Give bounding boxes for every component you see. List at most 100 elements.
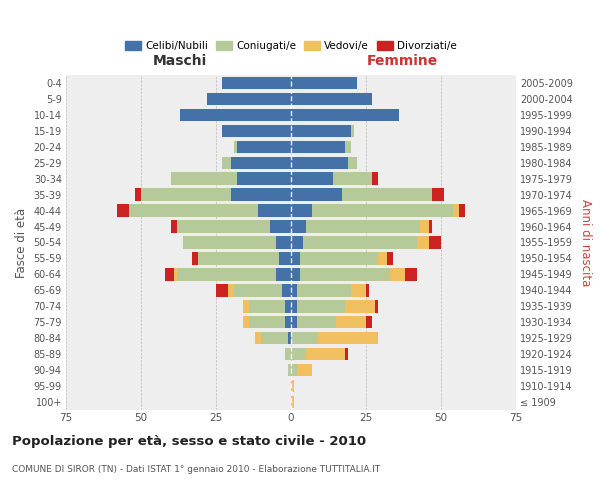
Bar: [405, 268, 417, 280]
Bar: [291, 236, 303, 248]
Text: Popolazione per età, sesso e stato civile - 2010: Popolazione per età, sesso e stato civil…: [12, 435, 366, 448]
Bar: [222, 156, 231, 169]
Bar: [432, 188, 444, 201]
Bar: [312, 204, 453, 217]
Bar: [255, 332, 261, 344]
Bar: [429, 236, 441, 248]
Bar: [231, 188, 291, 201]
Bar: [276, 236, 291, 248]
Bar: [291, 380, 294, 392]
Bar: [270, 220, 291, 233]
Bar: [291, 284, 297, 296]
Bar: [318, 332, 378, 344]
Bar: [288, 364, 291, 376]
Bar: [291, 348, 306, 360]
Bar: [135, 188, 141, 201]
Y-axis label: Anni di nascita: Anni di nascita: [580, 199, 592, 286]
Text: Femmine: Femmine: [367, 54, 437, 68]
Bar: [453, 204, 459, 217]
Bar: [351, 284, 366, 296]
Bar: [117, 204, 129, 217]
Bar: [297, 316, 336, 328]
Bar: [291, 172, 333, 185]
Bar: [243, 300, 249, 312]
Bar: [291, 204, 312, 217]
Bar: [291, 220, 306, 233]
Bar: [291, 108, 399, 121]
Bar: [249, 316, 285, 328]
Bar: [291, 156, 348, 169]
Bar: [390, 268, 405, 280]
Bar: [291, 124, 351, 137]
Bar: [345, 348, 348, 360]
Bar: [282, 284, 291, 296]
Bar: [291, 92, 372, 105]
Bar: [291, 252, 300, 264]
Bar: [261, 332, 288, 344]
Bar: [291, 268, 300, 280]
Bar: [165, 268, 174, 280]
Bar: [276, 268, 291, 280]
Bar: [228, 284, 234, 296]
Bar: [291, 396, 294, 408]
Bar: [171, 220, 177, 233]
Bar: [345, 300, 375, 312]
Bar: [237, 140, 291, 153]
Bar: [180, 108, 291, 121]
Bar: [366, 316, 372, 328]
Bar: [300, 252, 378, 264]
Bar: [234, 140, 237, 153]
Bar: [207, 92, 291, 105]
Bar: [198, 252, 279, 264]
Bar: [417, 236, 429, 248]
Bar: [291, 188, 342, 201]
Bar: [297, 300, 345, 312]
Bar: [306, 220, 420, 233]
Bar: [258, 204, 291, 217]
Bar: [291, 140, 345, 153]
Bar: [249, 300, 285, 312]
Bar: [336, 316, 366, 328]
Text: COMUNE DI SIROR (TN) - Dati ISTAT 1° gennaio 2010 - Elaborazione TUTTITALIA.IT: COMUNE DI SIROR (TN) - Dati ISTAT 1° gen…: [12, 465, 380, 474]
Bar: [183, 236, 276, 248]
Bar: [348, 156, 357, 169]
Legend: Celibi/Nubili, Coniugati/e, Vedovi/e, Divorziati/e: Celibi/Nubili, Coniugati/e, Vedovi/e, Di…: [121, 36, 461, 55]
Bar: [429, 220, 432, 233]
Bar: [303, 236, 417, 248]
Bar: [291, 316, 297, 328]
Bar: [387, 252, 393, 264]
Bar: [291, 332, 318, 344]
Bar: [291, 300, 297, 312]
Bar: [378, 252, 387, 264]
Bar: [285, 300, 291, 312]
Bar: [231, 156, 291, 169]
Y-axis label: Fasce di età: Fasce di età: [15, 208, 28, 278]
Bar: [342, 188, 432, 201]
Bar: [372, 172, 378, 185]
Bar: [216, 284, 228, 296]
Bar: [420, 220, 429, 233]
Bar: [291, 364, 297, 376]
Bar: [285, 316, 291, 328]
Text: Maschi: Maschi: [153, 54, 207, 68]
Bar: [177, 220, 270, 233]
Bar: [375, 300, 378, 312]
Bar: [237, 172, 291, 185]
Bar: [459, 204, 465, 217]
Bar: [351, 124, 354, 137]
Bar: [234, 284, 282, 296]
Bar: [333, 172, 372, 185]
Bar: [300, 268, 390, 280]
Bar: [129, 204, 258, 217]
Bar: [297, 364, 312, 376]
Bar: [291, 77, 357, 89]
Bar: [177, 268, 276, 280]
Bar: [306, 348, 345, 360]
Bar: [243, 316, 249, 328]
Bar: [366, 284, 369, 296]
Bar: [297, 284, 351, 296]
Bar: [174, 268, 177, 280]
Bar: [222, 77, 291, 89]
Bar: [141, 188, 231, 201]
Bar: [171, 172, 237, 185]
